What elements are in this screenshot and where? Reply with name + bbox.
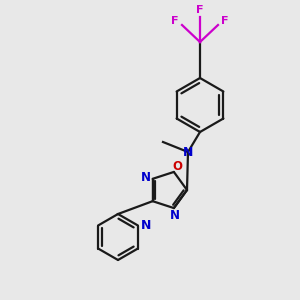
- Text: N: N: [141, 219, 151, 232]
- Text: F: F: [171, 16, 179, 26]
- Text: F: F: [196, 5, 204, 15]
- Text: F: F: [221, 16, 229, 26]
- Text: O: O: [173, 160, 183, 173]
- Text: N: N: [170, 208, 180, 222]
- Text: N: N: [141, 171, 151, 184]
- Text: N: N: [183, 146, 193, 158]
